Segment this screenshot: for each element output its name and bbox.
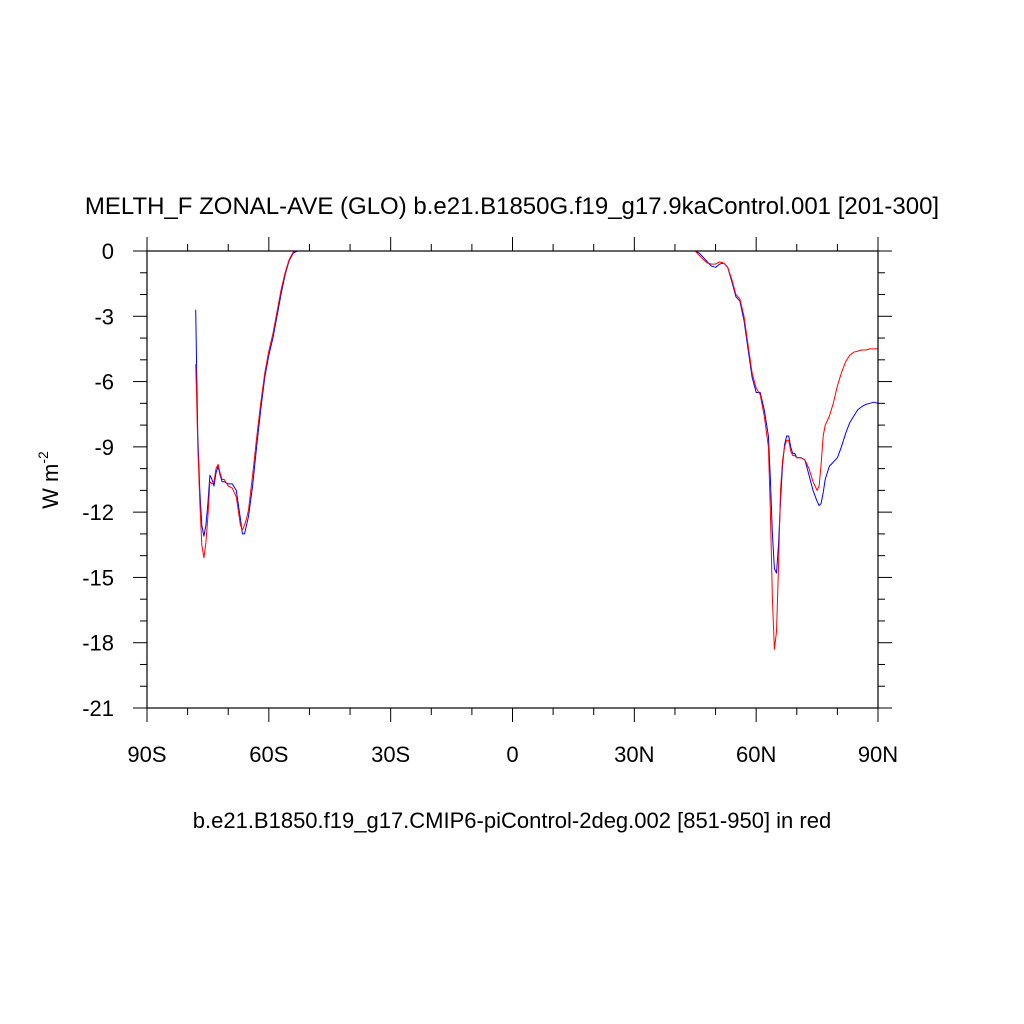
x-tick-label: 60N xyxy=(736,742,776,767)
chart-footer-note: b.e21.B1850.f19_g17.CMIP6-piControl-2deg… xyxy=(193,808,831,833)
x-tick-label: 90S xyxy=(127,742,166,767)
plot-frame xyxy=(146,250,879,709)
series-2-line-segment-2 xyxy=(687,250,878,650)
plot-area: 90S 60S 30S 0 30N 60N 90N 0 -3 -6 -9 -12 -15 -18 -21 xyxy=(82,237,898,767)
y-tick-label: 0 xyxy=(102,239,114,264)
y-axis-label: W m-2 xyxy=(35,451,63,509)
x-tick-label: 90N xyxy=(858,742,898,767)
series-2-line-segment-1 xyxy=(195,250,314,559)
y-tick-label: -15 xyxy=(82,565,114,590)
x-tick-label: 30N xyxy=(614,742,654,767)
y-tick-label: -6 xyxy=(94,370,114,395)
y-tick-label: -9 xyxy=(94,435,114,460)
series-1-line-segment-1 xyxy=(195,250,314,537)
series-1-line-segment-2 xyxy=(687,250,879,574)
x-tick-label: 0 xyxy=(506,742,518,767)
y-tick-label: -21 xyxy=(82,696,114,721)
y-axis-label-unit: W m xyxy=(38,464,63,509)
y-tick-label: -3 xyxy=(94,304,114,329)
y-tick-label: -12 xyxy=(82,500,114,525)
x-tick-label: 30S xyxy=(371,742,410,767)
y-axis-label-exponent: -2 xyxy=(35,451,51,464)
y-tick-label: -18 xyxy=(82,631,114,656)
chart-title: MELTH_F ZONAL-AVE (GLO) b.e21.B1850G.f19… xyxy=(85,193,939,220)
x-tick-label: 60S xyxy=(249,742,288,767)
